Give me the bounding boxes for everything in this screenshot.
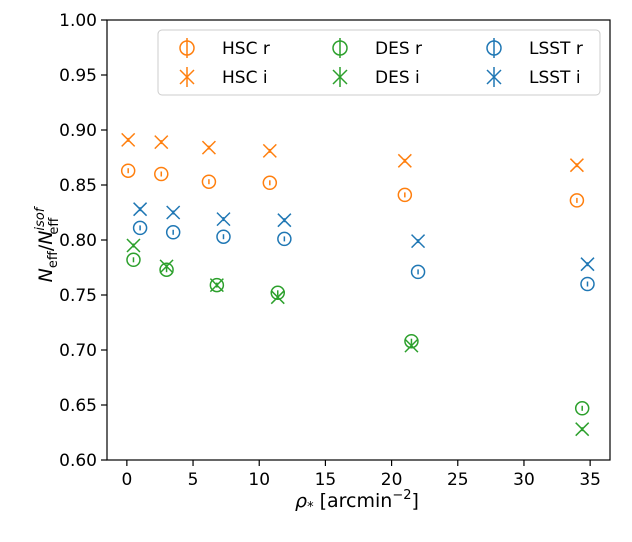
data-point-des-i: [159, 259, 174, 274]
y-tick-label: 0.85: [59, 176, 97, 196]
data-point-lsst-i: [277, 213, 292, 228]
y-axis-ticks: 0.60 0.65 0.70 0.75 0.80 0.85 0.90 0.95 1.00: [59, 11, 107, 471]
data-point-hsc-r: [201, 174, 217, 189]
legend-label: HSC r: [222, 39, 270, 59]
data-point-des-i: [404, 338, 419, 353]
data-point-lsst-r: [410, 264, 426, 280]
y-tick-label: 0.65: [59, 396, 97, 416]
data-point-des-i: [270, 290, 285, 305]
y-tick-label: 0.80: [59, 231, 97, 251]
legend-label: DES i: [375, 68, 420, 88]
legend-label: HSC i: [222, 68, 268, 88]
y-tick-label: 0.90: [59, 121, 97, 141]
y-tick-label: 1.00: [59, 11, 97, 31]
x-tick-label: 30: [513, 470, 535, 490]
data-point-des-r: [270, 285, 286, 301]
data-point-lsst-r: [165, 225, 181, 240]
data-point-hsc-i: [201, 140, 216, 155]
data-point-lsst-r: [277, 231, 292, 247]
legend-marker-hsc-i: [179, 67, 195, 87]
data-point-hsc-r: [569, 193, 585, 208]
y-tick-label: 0.60: [59, 451, 97, 471]
data-point-des-i: [575, 422, 590, 437]
legend-label: LSST r: [529, 39, 583, 59]
legend-box: [157, 29, 601, 96]
x-axis-ticks: 0 5 10 15 20 25 30 35: [121, 460, 601, 490]
data-point-hsc-i: [121, 132, 136, 147]
data-point-hsc-r: [262, 175, 278, 191]
legend-marker-hsc-r: [179, 38, 195, 58]
x-tick-label: 15: [315, 470, 337, 490]
y-axis-label: Neff/Nisofeff: [33, 205, 62, 282]
x-tick-label: 20: [381, 470, 403, 490]
data-point-lsst-i: [166, 205, 181, 220]
legend: HSC r HSC i DES r DES i LSST r LSST i: [157, 29, 601, 96]
x-tick-label: 0: [121, 470, 132, 490]
data-point-lsst-r: [216, 229, 231, 244]
legend-marker-des-i: [332, 67, 348, 87]
legend-label: LSST i: [529, 68, 581, 88]
y-tick-label: 0.70: [59, 341, 97, 361]
legend-marker-lsst-r: [486, 38, 502, 58]
data-point-hsc-i: [397, 153, 412, 168]
data-point-lsst-i: [216, 212, 231, 227]
x-axis-label: ρ* [arcmin−2]: [295, 488, 419, 515]
legend-marker-lsst-i: [486, 67, 502, 87]
data-point-des-i: [126, 238, 141, 253]
x-tick-label: 5: [188, 470, 199, 490]
data-point-hsc-r: [397, 187, 413, 203]
data-point-lsst-i: [411, 234, 426, 249]
data-point-des-r: [404, 333, 419, 349]
data-points: [120, 132, 595, 437]
data-point-hsc-i: [154, 135, 169, 150]
x-tick-label: 35: [579, 470, 601, 490]
data-point-lsst-i: [133, 202, 148, 217]
data-point-des-i: [209, 278, 224, 293]
data-point-lsst-i: [580, 257, 595, 272]
data-point-hsc-r: [154, 166, 169, 182]
data-point-des-r: [574, 401, 590, 416]
legend-label: DES r: [375, 39, 422, 59]
y-tick-label: 0.75: [59, 286, 97, 306]
data-point-hsc-i: [262, 143, 277, 158]
data-point-hsc-r: [120, 163, 136, 178]
data-point-lsst-r: [132, 220, 148, 236]
data-point-hsc-i: [569, 158, 584, 173]
y-tick-label: 0.95: [59, 66, 97, 86]
legend-marker-des-r: [332, 38, 348, 58]
data-point-des-r: [126, 252, 141, 268]
x-tick-label: 25: [447, 470, 469, 490]
x-tick-label: 10: [248, 470, 270, 490]
data-point-lsst-r: [580, 276, 595, 292]
